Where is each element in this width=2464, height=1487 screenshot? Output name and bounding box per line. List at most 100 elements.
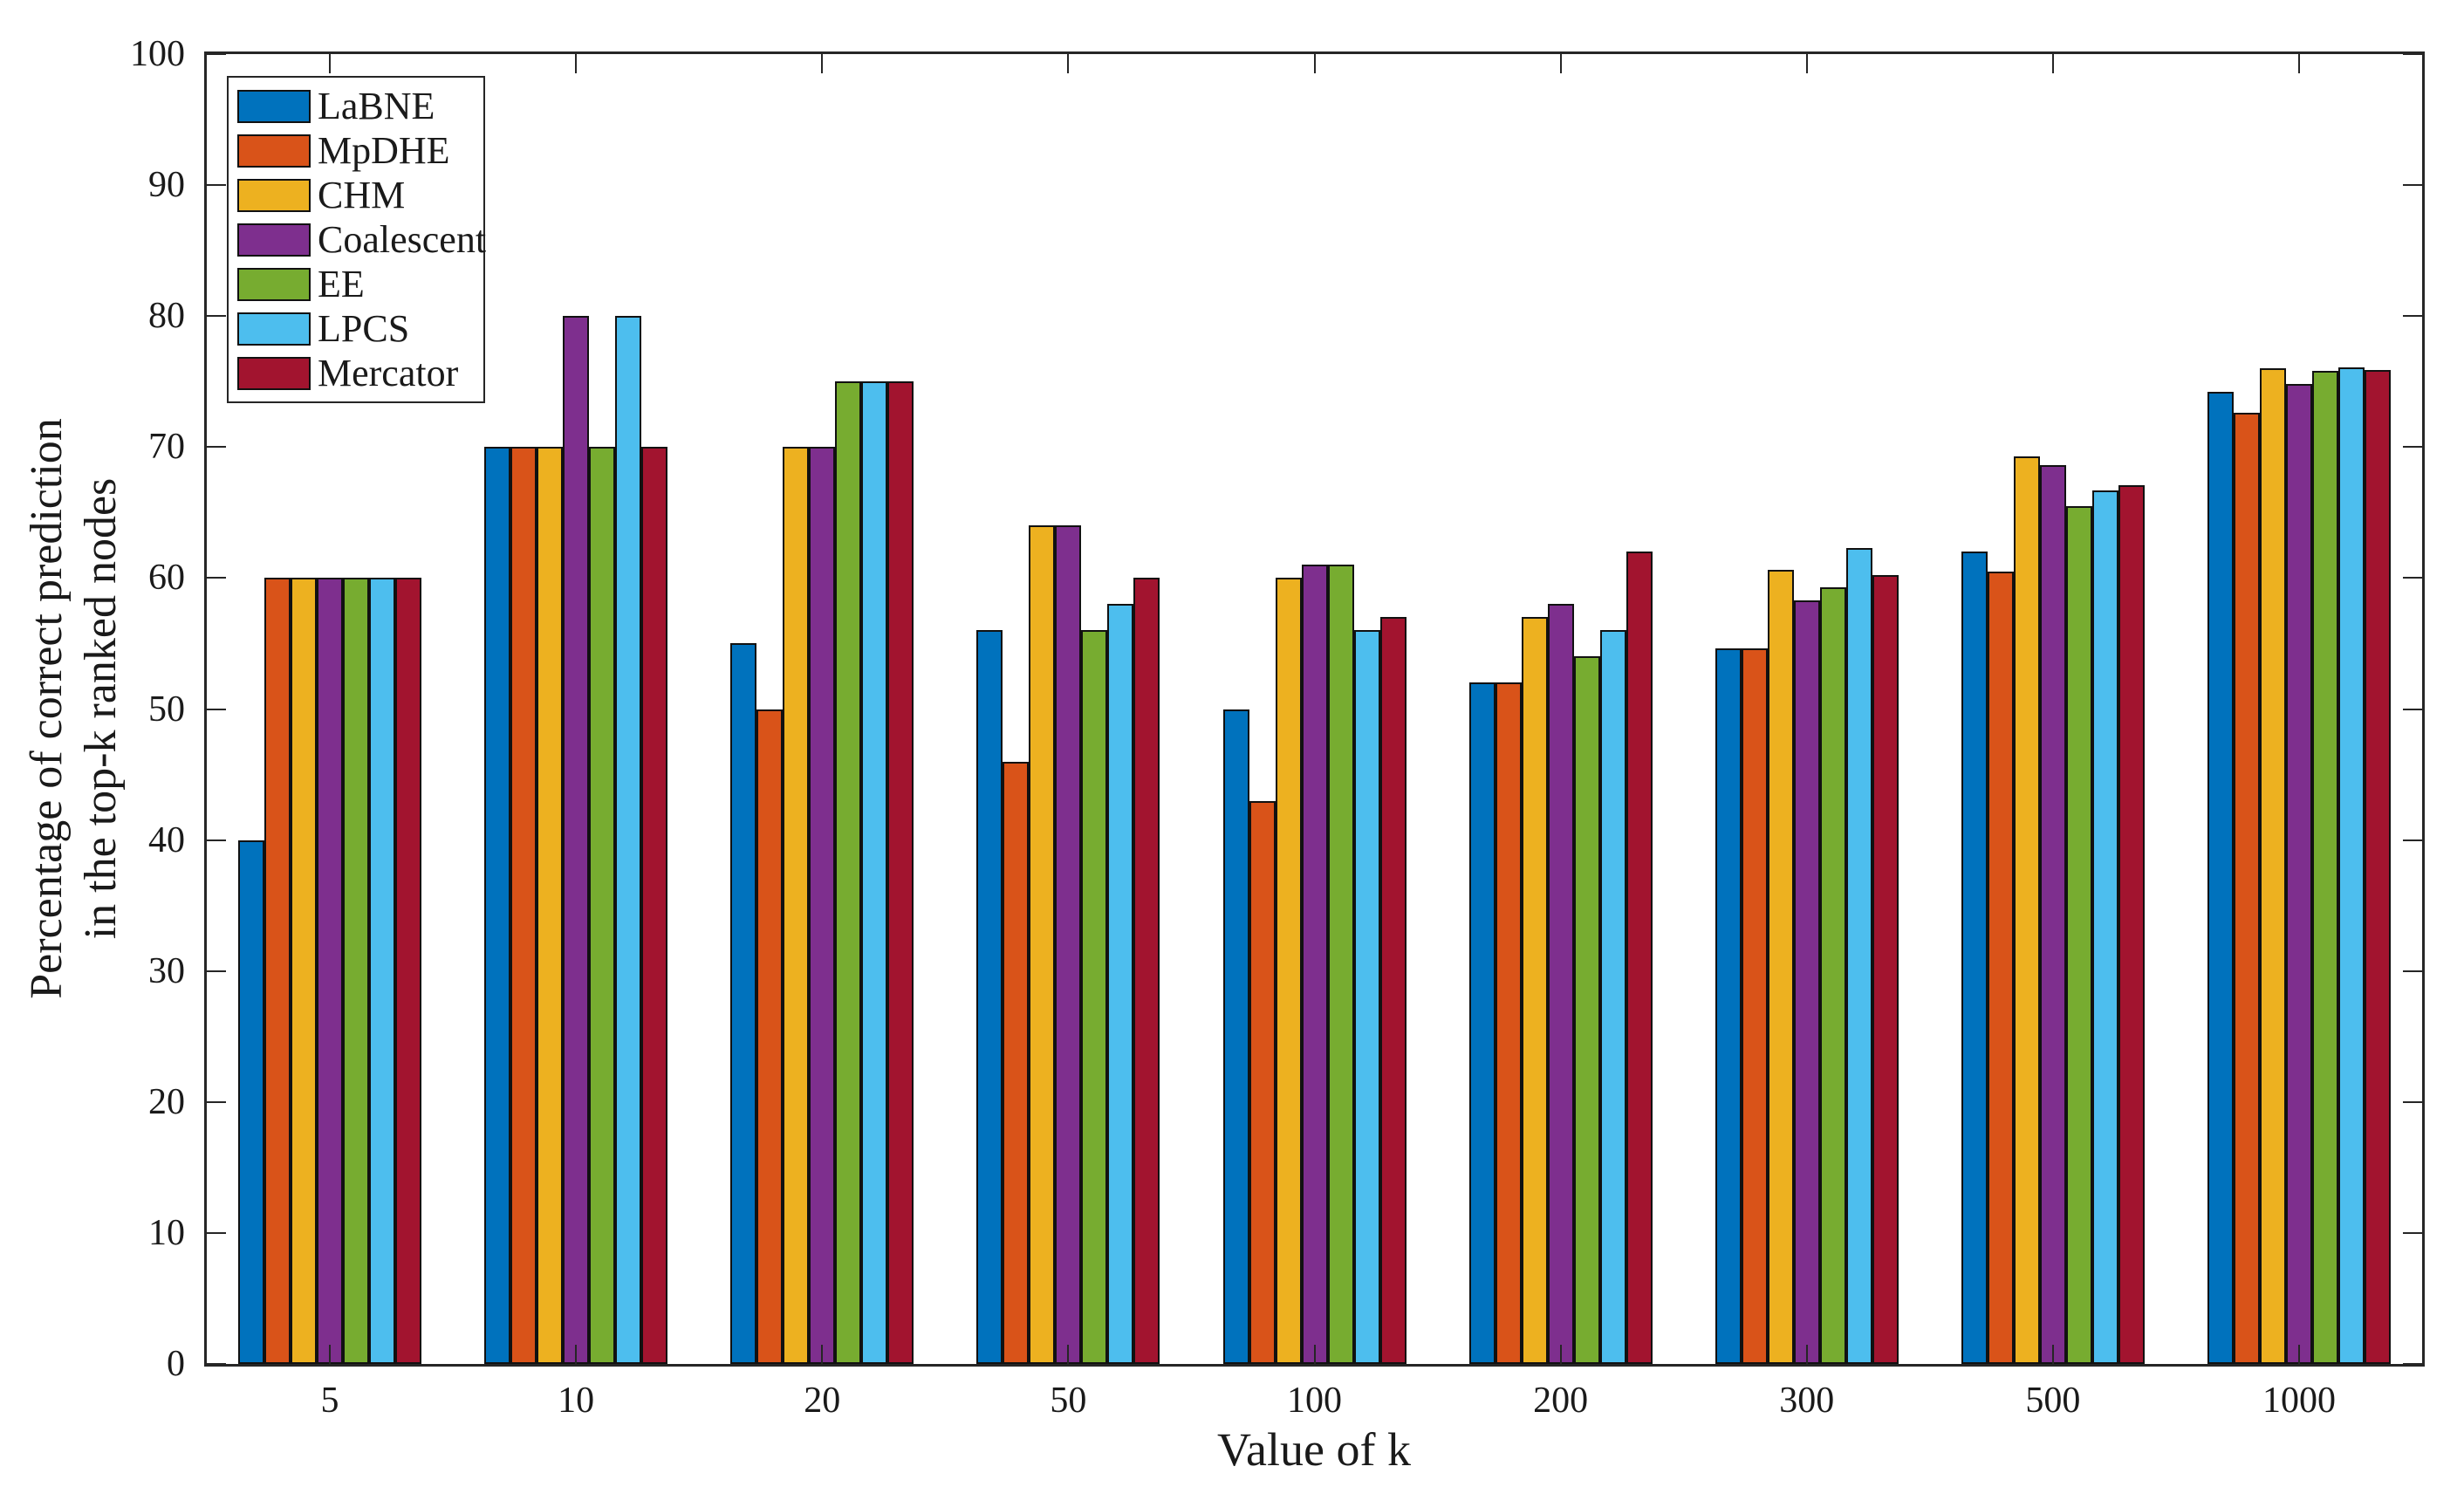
bar-labne-k300: [1715, 648, 1742, 1364]
x-tick: [2051, 1345, 2054, 1364]
y-tick: [207, 708, 226, 710]
x-tick-label: 50: [1050, 1381, 1087, 1421]
x-tick: [1805, 54, 1808, 73]
legend-label: Mercator: [318, 352, 459, 394]
bar-chm-k300: [1767, 570, 1794, 1364]
bar-lpcs-k1000: [2337, 367, 2365, 1364]
legend-label: MpDHE: [318, 129, 450, 172]
y-tick: [207, 1363, 226, 1365]
bar-coalescent-k50: [1055, 525, 1082, 1364]
bar-lpcs-k5: [369, 578, 396, 1364]
y-axis-label: Percentage of correct prediction in the …: [20, 418, 128, 999]
legend-label: LPCS: [318, 307, 410, 350]
bar-labne-k200: [1468, 682, 1496, 1364]
bar-chm-k100: [1275, 578, 1302, 1364]
bar-mpdhe-k20: [756, 709, 784, 1364]
x-tick-label: 300: [1779, 1381, 1835, 1421]
x-tick-label: 20: [804, 1381, 841, 1421]
legend-item-coalescent: Coalescent: [229, 218, 487, 263]
bar-ee-k10: [589, 447, 616, 1364]
bar-lpcs-k200: [1599, 630, 1626, 1364]
y-tick: [207, 184, 226, 187]
y-tick: [2403, 1100, 2422, 1103]
x-tick-label: 500: [2025, 1381, 2081, 1421]
bar-coalescent-k1000: [2285, 384, 2312, 1364]
bar-labne-k5: [238, 839, 265, 1364]
bar-ee-k20: [835, 381, 862, 1364]
legend-swatch-mercator: [237, 357, 311, 390]
x-tick: [2297, 54, 2300, 73]
y-tick: [207, 577, 226, 579]
y-tick-label: 20: [148, 1081, 185, 1122]
y-tick-label: 30: [148, 950, 185, 991]
x-tick-label: 10: [558, 1381, 595, 1421]
y-tick: [2403, 1231, 2422, 1234]
bar-lpcs-k10: [615, 316, 642, 1364]
legend-swatch-chm: [237, 179, 311, 212]
y-tick: [2403, 446, 2422, 449]
bar-mercator-k500: [2118, 484, 2145, 1364]
legend-swatch-ee: [237, 268, 311, 301]
legend-item-mpdhe: MpDHE: [229, 129, 483, 174]
y-tick: [207, 315, 226, 318]
bar-coalescent-k200: [1547, 604, 1574, 1364]
bar-ee-k1000: [2311, 371, 2338, 1364]
x-axis-label: Value of k: [1217, 1423, 1411, 1476]
y-tick-label: 50: [148, 689, 185, 730]
x-tick: [575, 54, 578, 73]
bar-coalescent-k10: [563, 316, 590, 1364]
x-tick: [575, 1345, 578, 1364]
bar-labne-k1000: [2207, 392, 2234, 1364]
legend-label: Coalescent: [318, 218, 487, 261]
y-tick-label: 80: [148, 296, 185, 337]
bar-chm-k20: [783, 447, 810, 1364]
bar-mpdhe-k300: [1741, 648, 1768, 1364]
x-tick: [1805, 1345, 1808, 1364]
y-tick-label: 40: [148, 819, 185, 860]
y-tick: [2403, 970, 2422, 972]
bar-ee-k200: [1573, 656, 1600, 1364]
x-tick: [821, 1345, 824, 1364]
legend-item-lpcs: LPCS: [229, 307, 483, 352]
bar-ee-k50: [1081, 630, 1108, 1364]
y-tick: [207, 1231, 226, 1234]
x-tick: [1313, 54, 1316, 73]
y-tick: [207, 1100, 226, 1103]
y-tick: [2403, 53, 2422, 55]
bar-mpdhe-k200: [1495, 682, 1522, 1364]
bar-labne-k500: [1961, 552, 1988, 1364]
legend: LaBNE MpDHE CHM Coalescent EE LPCS Mercator: [227, 76, 487, 403]
bar-labne-k10: [484, 447, 511, 1364]
bar-mercator-k100: [1379, 617, 1407, 1364]
bar-mpdhe-k50: [1003, 761, 1030, 1364]
y-tick: [2403, 708, 2422, 710]
y-tick: [2403, 1363, 2422, 1365]
x-tick-label: 100: [1287, 1381, 1342, 1421]
bar-ee-k100: [1327, 565, 1354, 1364]
legend-label: CHM: [318, 174, 406, 216]
y-tick-label: 60: [148, 558, 185, 599]
bar-chm-k10: [537, 447, 564, 1364]
bar-lpcs-k20: [861, 381, 888, 1364]
bar-coalescent-k300: [1793, 600, 1820, 1364]
bar-coalescent-k500: [2039, 465, 2066, 1364]
x-tick: [1067, 54, 1070, 73]
bar-mpdhe-k10: [510, 447, 537, 1364]
y-tick: [2403, 577, 2422, 579]
y-tick-label: 0: [167, 1344, 185, 1384]
bar-mpdhe-k1000: [2233, 413, 2260, 1364]
legend-swatch-coalescent: [237, 223, 311, 257]
bar-lpcs-k500: [2091, 490, 2118, 1364]
bar-labne-k50: [976, 630, 1003, 1364]
legend-swatch-lpcs: [237, 312, 311, 346]
y-tick: [2403, 315, 2422, 318]
bar-mercator-k5: [395, 578, 422, 1364]
legend-item-chm: CHM: [229, 174, 483, 218]
bar-mercator-k50: [1133, 578, 1160, 1364]
x-tick-label: 5: [320, 1381, 339, 1421]
bar-coalescent-k100: [1301, 565, 1328, 1364]
bar-labne-k100: [1222, 709, 1249, 1364]
bar-chm-k500: [2013, 456, 2040, 1364]
bar-labne-k20: [730, 643, 757, 1364]
